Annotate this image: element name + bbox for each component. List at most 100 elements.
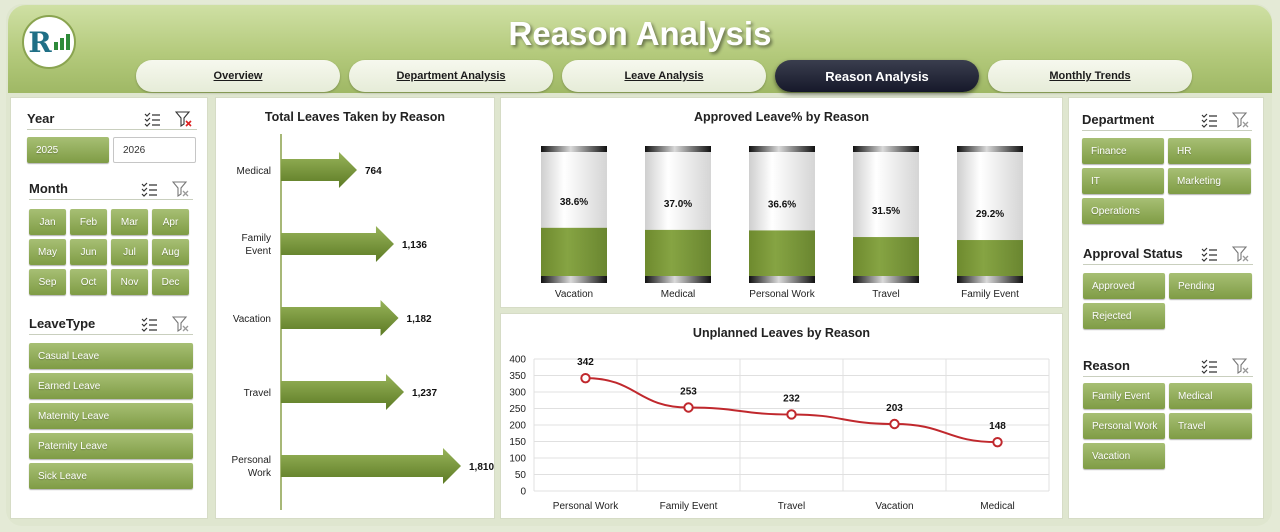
bar bbox=[281, 226, 394, 262]
multi-select-icon[interactable] bbox=[1200, 245, 1218, 263]
data-label: 764 bbox=[365, 166, 382, 177]
unplanned-leaves-chart-panel: Unplanned Leaves by Reason 0 50 100 150 200 2… bbox=[500, 313, 1063, 519]
category-label: Vacation bbox=[233, 314, 271, 325]
reason-slicer: Reason Family Event Medical Personal Wor… bbox=[1083, 355, 1253, 475]
data-point bbox=[786, 409, 797, 420]
department-hr-button[interactable]: HR bbox=[1168, 138, 1251, 164]
left-filter-panel: Year 2025 2026 Month Jan Feb Mar Apr May… bbox=[10, 97, 208, 519]
category-label: Personal Work bbox=[232, 455, 272, 479]
department-slicer-title: Department bbox=[1082, 112, 1155, 127]
month-dec-button[interactable]: Dec bbox=[152, 269, 189, 295]
department-finance-button[interactable]: Finance bbox=[1082, 138, 1164, 164]
month-may-button[interactable]: May bbox=[29, 239, 66, 265]
category-label: Travel bbox=[244, 388, 271, 399]
bar-base bbox=[853, 276, 919, 283]
leavetype-slicer: LeaveType Casual Leave Earned Leave Mate… bbox=[29, 313, 193, 493]
bar-base bbox=[749, 276, 815, 283]
month-jun-button[interactable]: Jun bbox=[70, 239, 107, 265]
data-label: 29.2% bbox=[976, 209, 1004, 220]
leavetype-maternity-button[interactable]: Maternity Leave bbox=[29, 403, 193, 429]
bar bbox=[645, 229, 711, 278]
approved-leave-chart-panel: Approved Leave% by Reason 38.6% Vacation 3… bbox=[500, 97, 1063, 308]
clear-filter-icon[interactable] bbox=[172, 180, 190, 198]
approval-status-slicer: Approval Status Approved Pending Rejecte… bbox=[1083, 243, 1253, 333]
clear-filter-icon[interactable] bbox=[1232, 245, 1250, 263]
data-label: 232 bbox=[783, 393, 800, 404]
month-jul-button[interactable]: Jul bbox=[111, 239, 148, 265]
month-mar-button[interactable]: Mar bbox=[111, 209, 148, 235]
department-marketing-button[interactable]: Marketing bbox=[1168, 168, 1251, 194]
bar bbox=[281, 448, 461, 484]
month-oct-button[interactable]: Oct bbox=[70, 269, 107, 295]
tab-reason-analysis[interactable]: Reason Analysis bbox=[775, 60, 979, 92]
bar bbox=[749, 230, 815, 278]
month-apr-button[interactable]: Apr bbox=[152, 209, 189, 235]
chart-title: Total Leaves Taken by Reason bbox=[264, 110, 446, 124]
clear-filter-icon[interactable] bbox=[1232, 357, 1250, 375]
data-label: 1,810 bbox=[469, 462, 494, 473]
category-label: Travel bbox=[872, 289, 899, 300]
bar-base bbox=[645, 276, 711, 283]
y-tick-label: 0 bbox=[520, 487, 526, 498]
reason-vacation-button[interactable]: Vacation bbox=[1083, 443, 1165, 469]
leavetype-casual-button[interactable]: Casual Leave bbox=[29, 343, 193, 369]
reason-travel-button[interactable]: Travel bbox=[1169, 413, 1252, 439]
data-point bbox=[580, 372, 591, 384]
tab-monthly-trends[interactable]: Monthly Trends bbox=[988, 60, 1192, 92]
leavetype-sick-button[interactable]: Sick Leave bbox=[29, 463, 193, 489]
month-jan-button[interactable]: Jan bbox=[29, 209, 66, 235]
y-tick-label: 400 bbox=[509, 355, 526, 366]
reason-medical-button[interactable]: Medical bbox=[1169, 383, 1252, 409]
year-slicer: Year 2025 2026 bbox=[27, 108, 197, 168]
tab-overview[interactable]: Overview bbox=[136, 60, 340, 92]
leavetype-earned-button[interactable]: Earned Leave bbox=[29, 373, 193, 399]
bar-cap bbox=[853, 146, 919, 152]
slicer-header: Month bbox=[29, 178, 193, 200]
clear-filter-icon[interactable] bbox=[1232, 111, 1250, 129]
reason-slicer-title: Reason bbox=[1083, 358, 1130, 373]
multi-select-icon[interactable] bbox=[140, 315, 158, 333]
leavetype-paternity-button[interactable]: Paternity Leave bbox=[29, 433, 193, 459]
category-label: Travel bbox=[778, 501, 805, 512]
approval-rejected-button[interactable]: Rejected bbox=[1083, 303, 1165, 329]
nav-tabs: Overview Department Analysis Leave Analy… bbox=[136, 60, 1196, 92]
approval-pending-button[interactable]: Pending bbox=[1169, 273, 1252, 299]
multi-select-icon[interactable] bbox=[143, 110, 161, 128]
clear-filter-icon[interactable] bbox=[175, 110, 193, 128]
tab-department-analysis[interactable]: Department Analysis bbox=[349, 60, 553, 92]
category-label: Medical bbox=[980, 501, 1014, 512]
multi-select-icon[interactable] bbox=[1200, 357, 1218, 375]
reason-family-event-button[interactable]: Family Event bbox=[1083, 383, 1165, 409]
y-tick-label: 200 bbox=[509, 421, 526, 432]
month-nov-button[interactable]: Nov bbox=[111, 269, 148, 295]
bar-cap bbox=[957, 146, 1023, 152]
bar bbox=[281, 300, 399, 336]
year-2026-button[interactable]: 2026 bbox=[113, 137, 196, 163]
multi-select-icon[interactable] bbox=[1200, 111, 1218, 129]
approval-approved-button[interactable]: Approved bbox=[1083, 273, 1165, 299]
department-slicer: Department Finance HR IT Marketing Opera… bbox=[1082, 109, 1252, 229]
reason-personal-work-button[interactable]: Personal Work bbox=[1083, 413, 1165, 439]
department-it-button[interactable]: IT bbox=[1082, 168, 1164, 194]
category-label: Family Event bbox=[961, 289, 1019, 300]
month-slicer-title: Month bbox=[29, 181, 68, 196]
slicer-header: Department bbox=[1082, 109, 1252, 131]
y-tick-label: 50 bbox=[515, 470, 527, 481]
category-label: Medical bbox=[661, 289, 695, 300]
y-tick-label: 300 bbox=[509, 388, 526, 399]
tab-leave-analysis[interactable]: Leave Analysis bbox=[562, 60, 766, 92]
department-operations-button[interactable]: Operations bbox=[1082, 198, 1164, 224]
year-2025-button[interactable]: 2025 bbox=[27, 137, 109, 163]
approved-leave-chart: 38.6% Vacation 37.0% Medical 36.6% Personal W… bbox=[541, 146, 1023, 300]
month-aug-button[interactable]: Aug bbox=[152, 239, 189, 265]
right-filter-panel: Department Finance HR IT Marketing Opera… bbox=[1068, 97, 1264, 519]
page-title: Reason Analysis bbox=[508, 15, 772, 52]
slicer-header: Year bbox=[27, 108, 197, 130]
month-sep-button[interactable]: Sep bbox=[29, 269, 66, 295]
unplanned-leaves-chart: 0 50 100 150 200 250 300 350 400 342 Personal Work… bbox=[509, 355, 1050, 512]
multi-select-icon[interactable] bbox=[140, 180, 158, 198]
month-feb-button[interactable]: Feb bbox=[70, 209, 107, 235]
y-tick-label: 100 bbox=[509, 454, 526, 465]
category-label: Family Event bbox=[242, 233, 272, 257]
clear-filter-icon[interactable] bbox=[172, 315, 190, 333]
